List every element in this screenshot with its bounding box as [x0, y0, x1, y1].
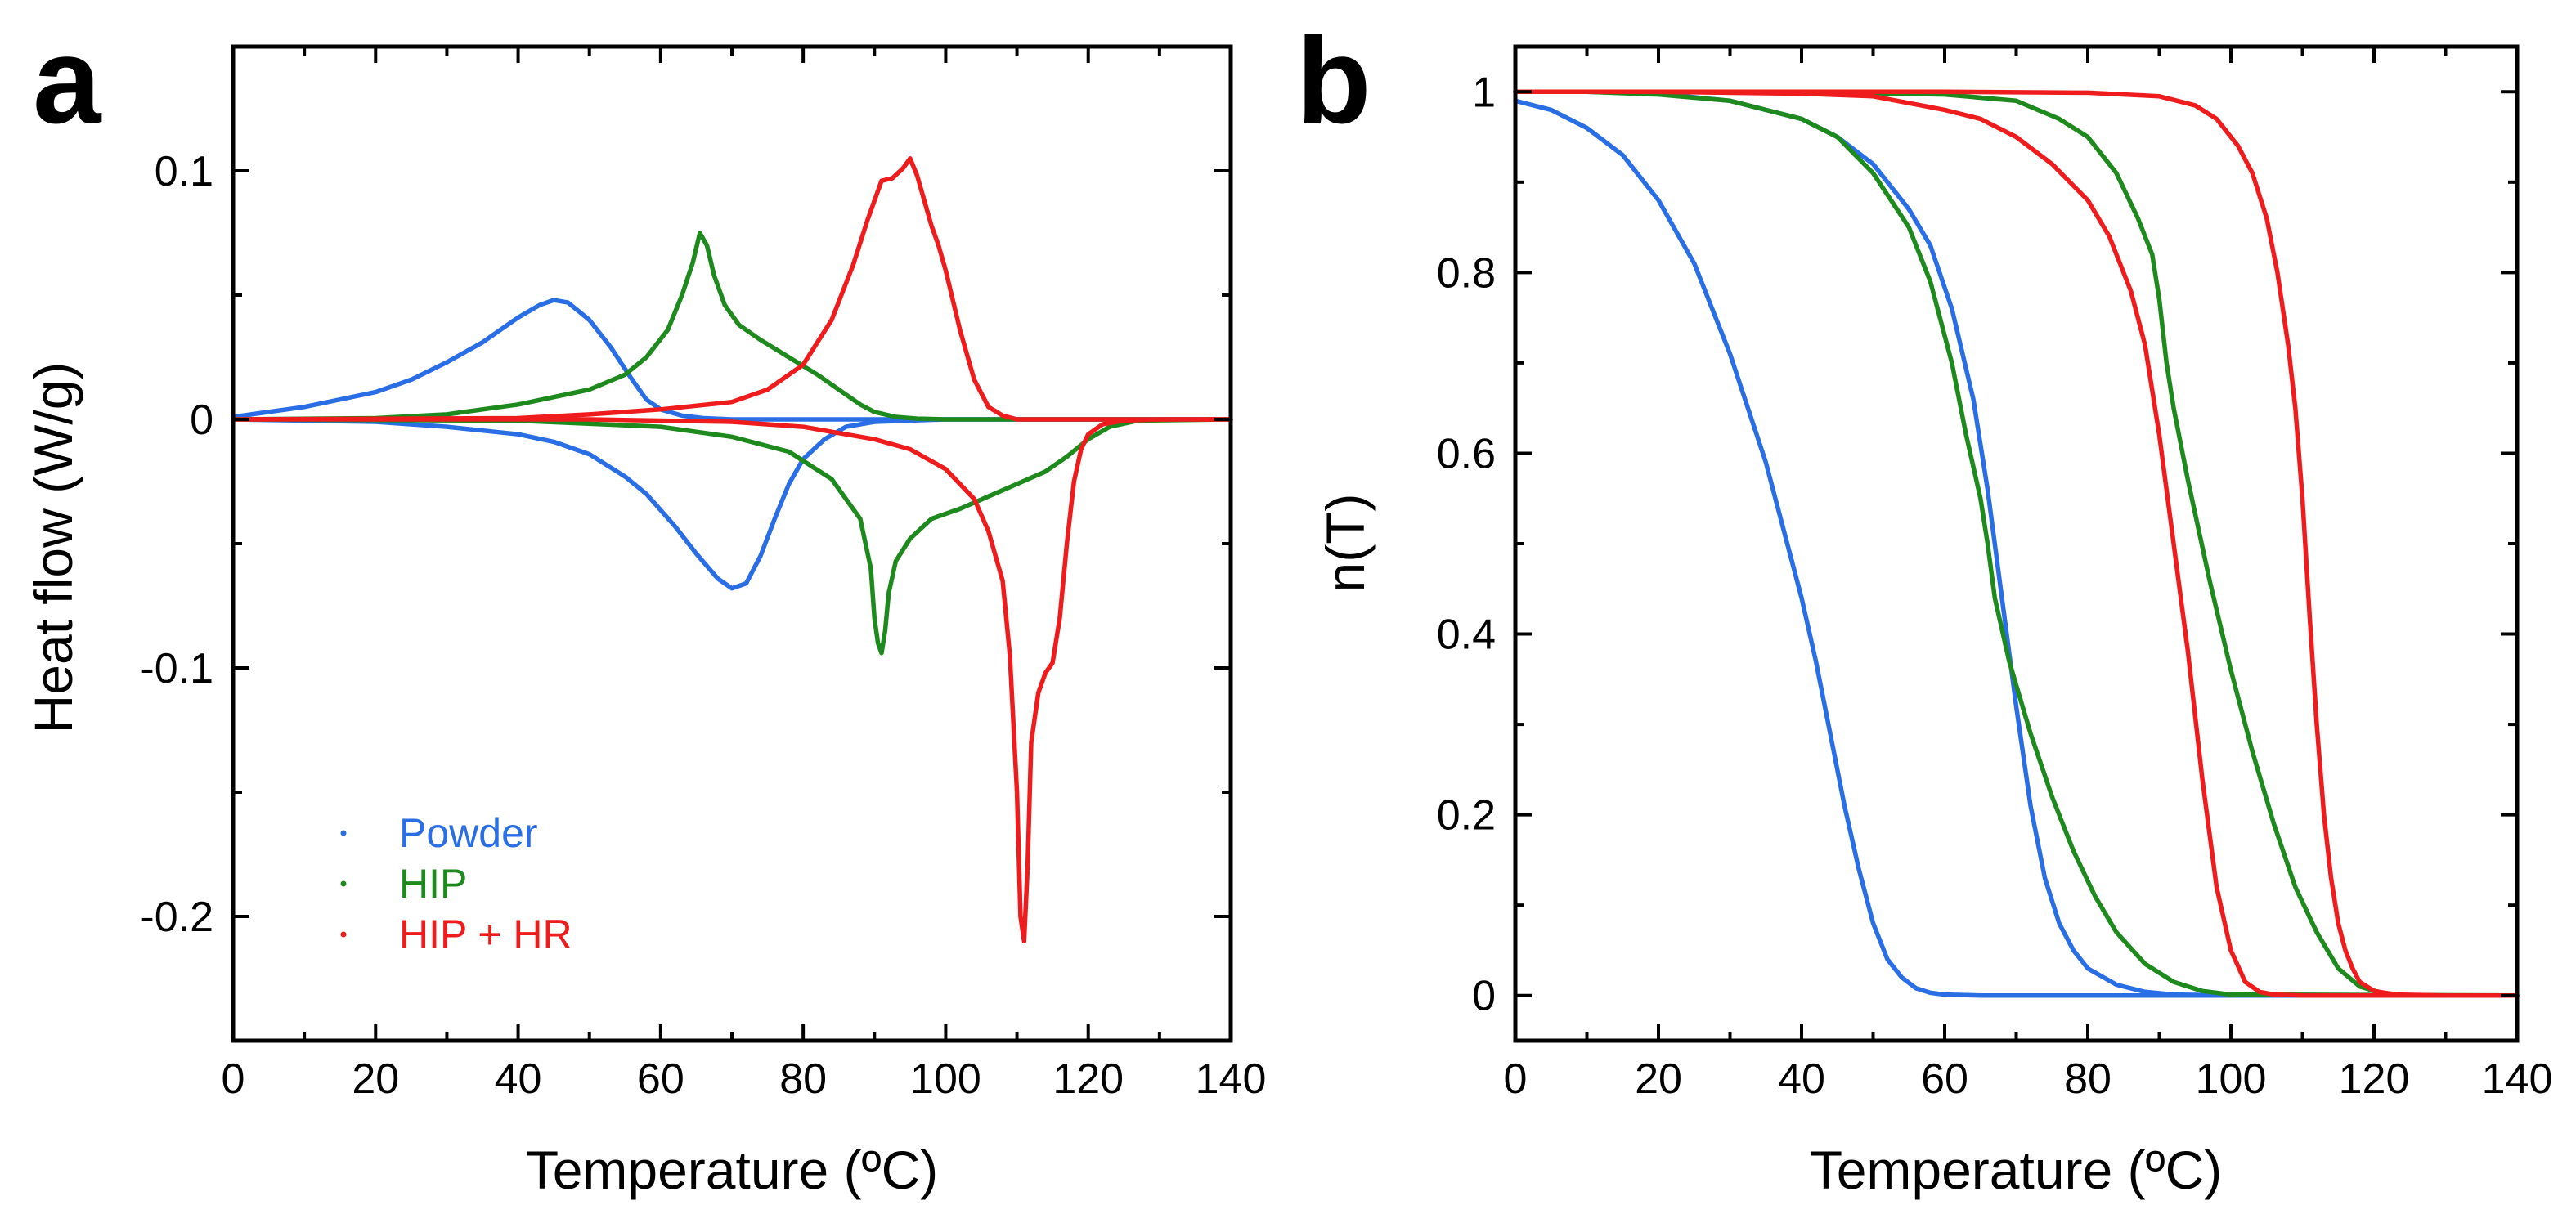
panel-a-x-axis-title: Temperature (ºC) [526, 1140, 939, 1200]
legend-entry-powder: Powder [340, 810, 538, 856]
panel-a-tick-labels: 0 20 40 60 80 100 120 140 -0.2 -0.1 0 0.1 [140, 148, 1266, 1103]
panel-a-legend: Powder HIP HIP + HR [340, 810, 572, 957]
legend-marker-hip-hr [340, 931, 347, 938]
x-tick-label: 140 [2482, 1055, 2553, 1103]
legend-marker-hip [340, 880, 347, 887]
y-tick-label: 0.4 [1437, 612, 1496, 659]
y-tick-label: 0.1 [155, 148, 213, 195]
x-tick-label: 120 [1052, 1055, 1124, 1103]
panel-a-curves [231, 156, 1233, 944]
x-tick-label: 20 [352, 1055, 399, 1103]
panel-a-letter: a [33, 11, 102, 149]
panel-b-frame [1513, 44, 2520, 1043]
y-tick-label: -0.2 [140, 894, 213, 941]
panel-b-curves [1513, 89, 2520, 998]
legend-label-hip-hr: HIP + HR [399, 912, 572, 957]
series-line-hip-hr-heating-4 [1513, 89, 2520, 998]
panel-b-ticks [1514, 47, 2519, 1041]
panel-a-heat-flow-chart: a 0 20 40 60 80 100 120 140 -0.2 -0.1 0 0.1 Tempera… [23, 11, 1266, 1200]
series-line-hip-cooling-3 [1513, 89, 2520, 998]
panel-b-tick-labels: 0 20 40 60 80 100 120 140 0 0.2 0.4 0.6 0.8 1 [1437, 69, 2553, 1103]
x-tick-label: 120 [2339, 1055, 2410, 1103]
series-line-hip-hr-cooling-5 [1513, 89, 2520, 998]
legend-entry-hip: HIP [340, 861, 467, 907]
legend-entry-hip-hr: HIP + HR [340, 912, 572, 957]
series-line-powder-heating-0 [231, 298, 1233, 422]
panel-a-y-axis-title: Heat flow (W/g) [23, 362, 83, 734]
panel-b-x-axis-title: Temperature (ºC) [1810, 1140, 2223, 1200]
series-line-powder-cooling-1 [1513, 89, 2520, 998]
series-line-hip-heating-2 [1513, 89, 2520, 998]
y-tick-label: -0.1 [140, 645, 213, 692]
x-tick-label: 80 [2064, 1055, 2112, 1103]
x-tick-label: 0 [222, 1055, 245, 1103]
x-tick-label: 0 [1504, 1055, 1528, 1103]
series-line-powder-heating-0 [1513, 98, 2520, 998]
series-line-hip-cooling-3 [231, 417, 1233, 656]
legend-label-powder: Powder [399, 810, 538, 856]
x-tick-label: 40 [1778, 1055, 1825, 1103]
legend-marker-powder [340, 830, 347, 836]
y-tick-label: 0.2 [1437, 792, 1496, 840]
series-line-hip-hr-cooling-5 [231, 417, 1233, 944]
x-tick-label: 100 [2196, 1055, 2267, 1103]
series-line-hip-hr-heating-4 [231, 156, 1233, 422]
y-tick-label: 0 [190, 396, 213, 444]
panel-b-letter: b [1296, 11, 1371, 149]
x-tick-label: 100 [910, 1055, 981, 1103]
y-tick-label: 1 [1472, 69, 1496, 116]
x-tick-label: 80 [779, 1055, 827, 1103]
y-tick-label: 0 [1472, 973, 1496, 1020]
panel-b-transformed-fraction-chart: b 0 20 40 60 80 100 120 140 0 0.2 0.4 0.6 0.8 1 Tempe… [1296, 11, 2552, 1200]
legend-label-hip: HIP [399, 861, 467, 907]
x-tick-label: 60 [1921, 1055, 1968, 1103]
panel-a-frame [231, 44, 1233, 1043]
x-tick-label: 20 [1635, 1055, 1682, 1103]
y-tick-label: 0.6 [1437, 430, 1496, 477]
y-tick-label: 0.8 [1437, 249, 1496, 297]
series-line-hip-heating-2 [231, 231, 1233, 422]
x-tick-label: 60 [637, 1055, 684, 1103]
panel-a-ticks [231, 45, 1232, 1042]
panel-b-y-axis-title: n(T) [1315, 494, 1376, 593]
x-tick-label: 140 [1196, 1055, 1267, 1103]
x-tick-label: 40 [495, 1055, 542, 1103]
